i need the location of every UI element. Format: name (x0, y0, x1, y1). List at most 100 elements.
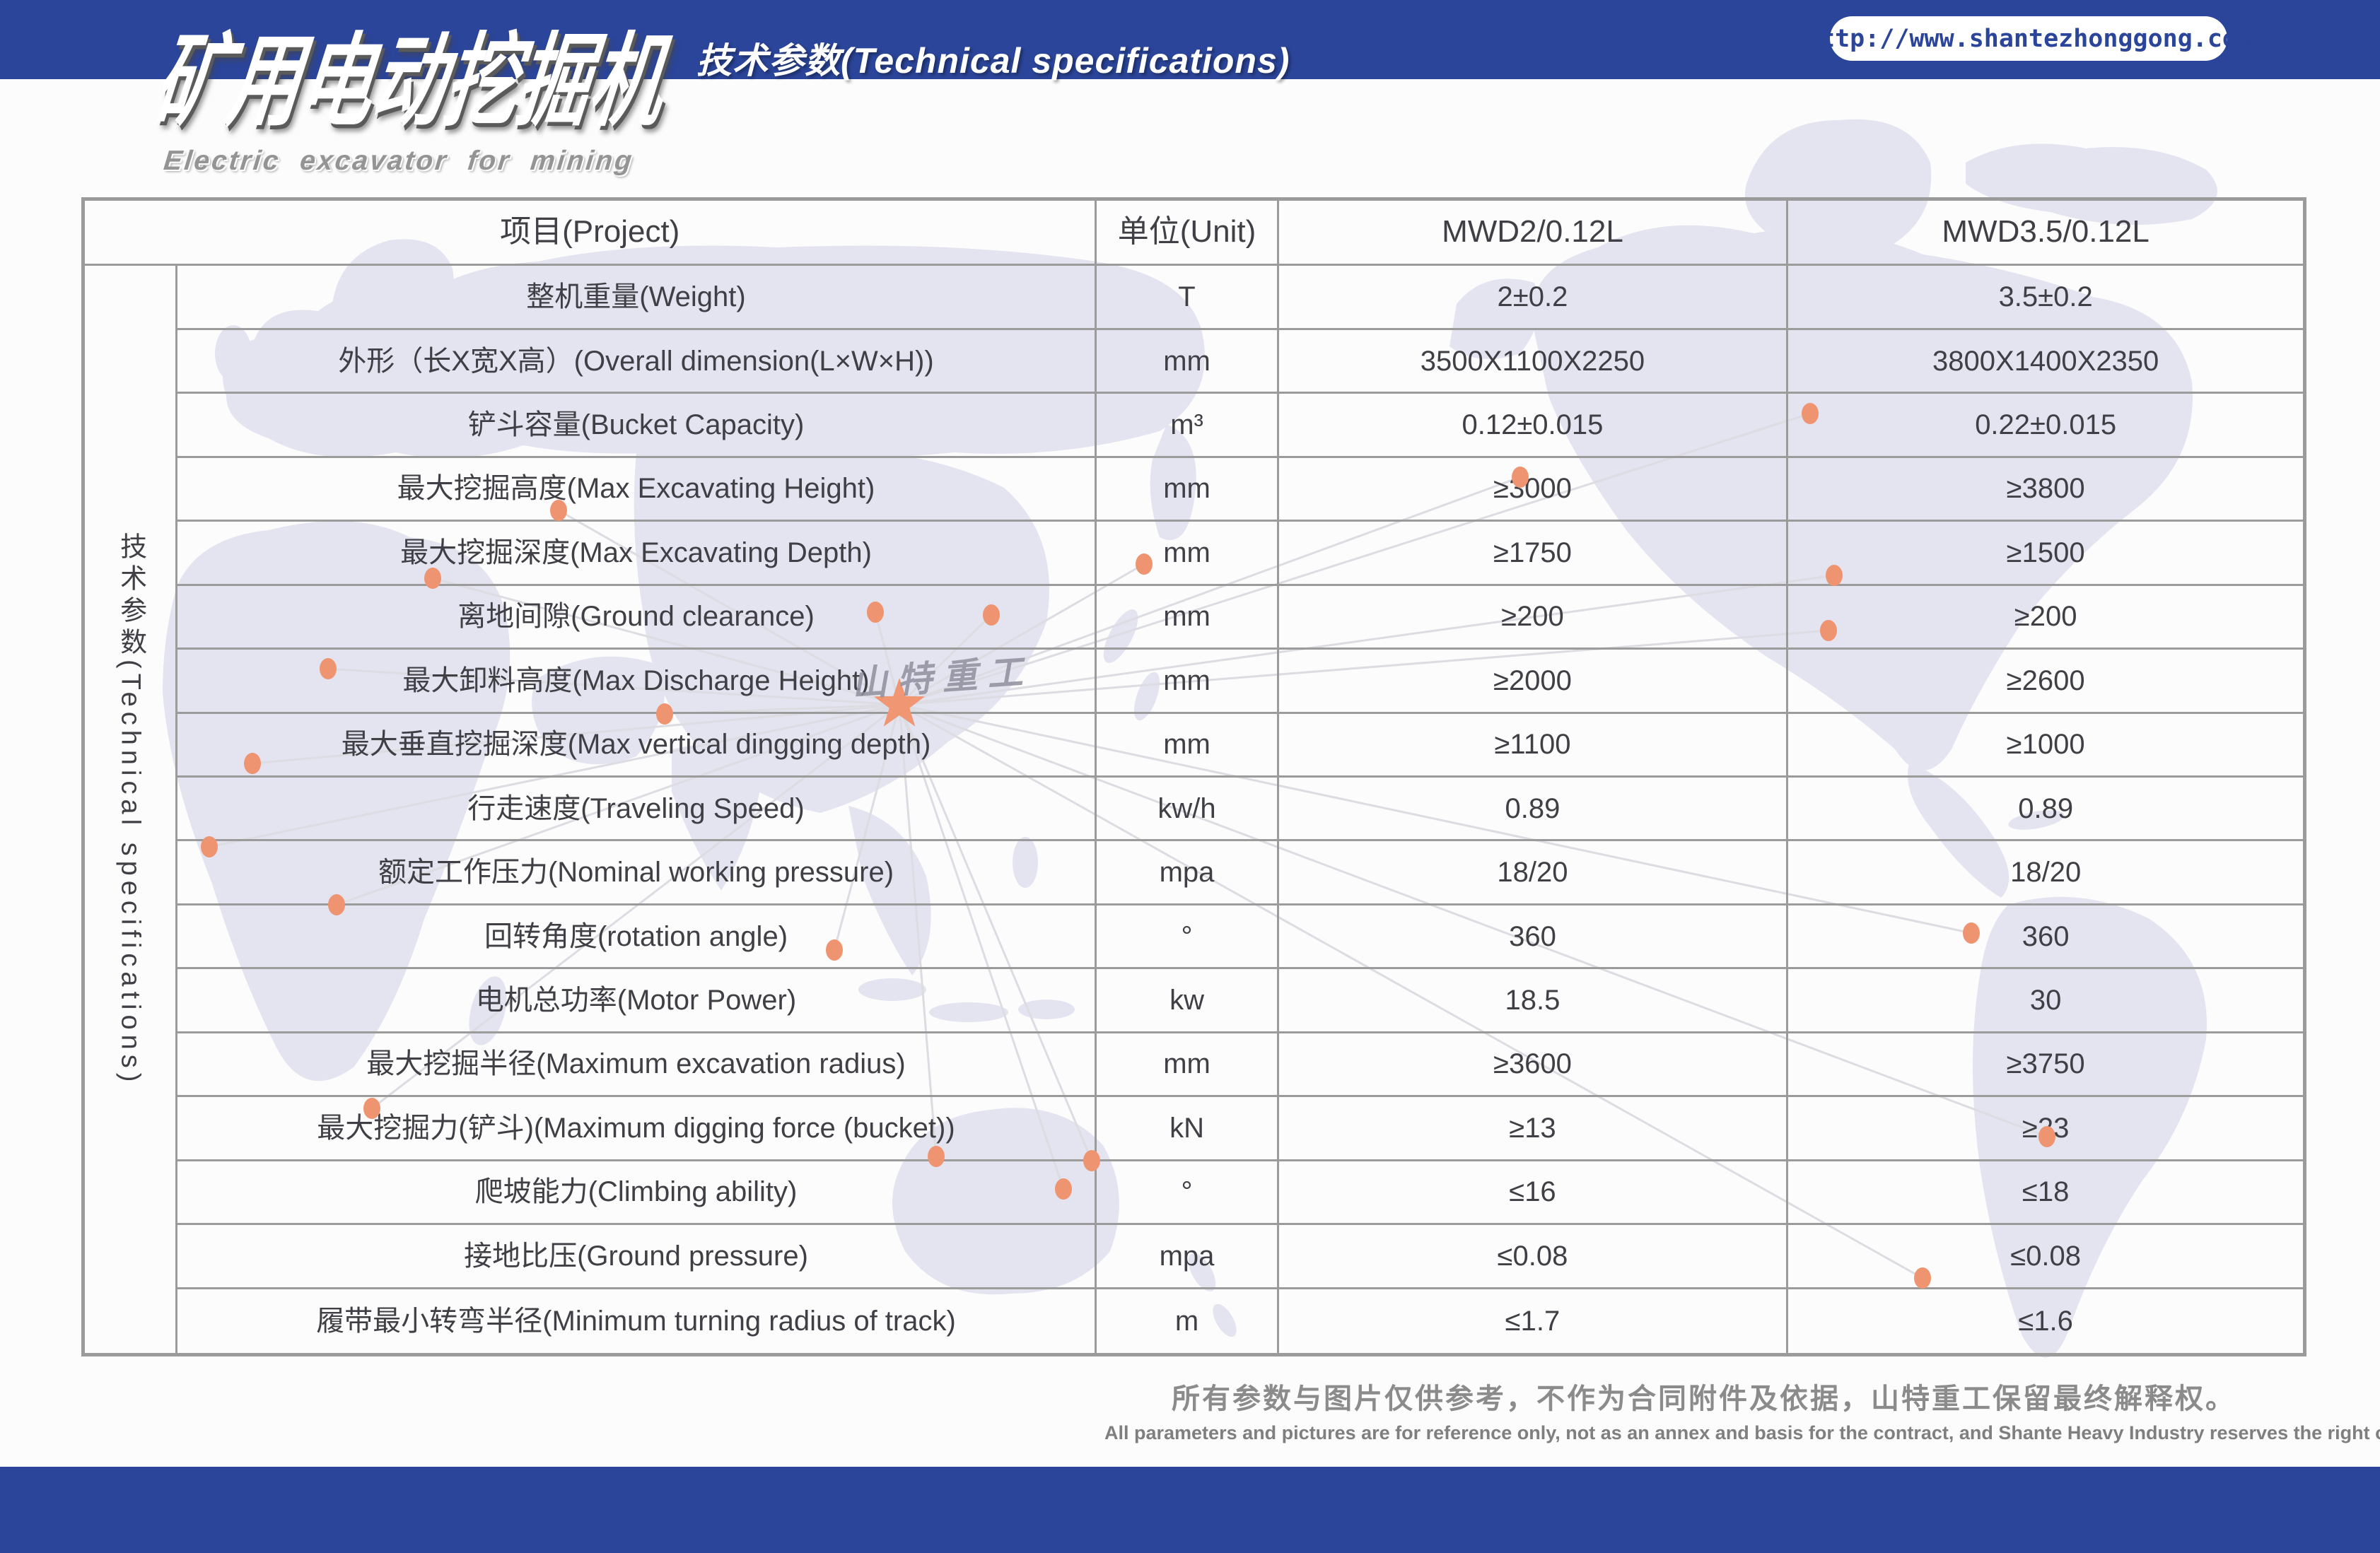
spec-value-mwd35: ≥3800 (1788, 458, 2303, 522)
disclaimer: 所有参数与图片仅供参考，不作为合同附件及依据，山特重工保留最终解释权。 All … (1104, 1376, 2380, 1444)
spec-row-unit: mm (1097, 1033, 1279, 1098)
spec-value-mwd2: ≥1750 (1278, 522, 1789, 586)
spec-value-mwd35: 30 (1788, 969, 2303, 1033)
spec-table: 项目(Project) 单位(Unit) MWD2/0.12L MWD3.5/0… (81, 197, 2306, 1356)
spec-row-label: 最大挖掘高度(Max Excavating Height) (177, 457, 1097, 522)
spec-row-label: 最大垂直挖掘深度(Max vertical dingging depth) (177, 713, 1097, 778)
connection-line (327, 667, 900, 706)
header-project: 项目(Project) (85, 201, 1097, 266)
spec-value-mwd35: ≥200 (1788, 586, 2303, 650)
spec-row-label: 电机总功率(Motor Power) (177, 969, 1097, 1033)
spec-value-mwd35: ≥2600 (1788, 650, 2303, 714)
website-url: Http://www.shantezhonggong.com (1804, 24, 2253, 53)
connection-line (833, 704, 901, 951)
spec-value-mwd2: ≤16 (1278, 1161, 1789, 1226)
spec-row-unit: ° (1097, 1161, 1279, 1226)
spec-row-label: 铲斗容量(Bucket Capacity) (177, 394, 1097, 458)
spec-row-unit: mm (1097, 329, 1279, 394)
spec-row-label: 爬坡能力(Climbing ability) (177, 1161, 1097, 1226)
landmass-north-america (1532, 225, 2193, 770)
connection-line (899, 412, 1811, 706)
landmass-south-america (1973, 896, 2207, 1358)
landmass-philippines (1013, 837, 1038, 888)
spec-row-label: 最大挖掘半径(Maximum excavation radius) (177, 1033, 1097, 1098)
spec-value-mwd2: 2±0.2 (1278, 266, 1789, 330)
landmass-central-america (1908, 763, 2009, 898)
header-model-mwd35: MWD3.5/0.12L (1788, 201, 2303, 266)
spec-row-label: 离地间隙(Ground clearance) (177, 585, 1097, 650)
spec-row-unit: T (1097, 266, 1279, 330)
spec-row-label: 外形（长X宽X高）(Overall dimension(L×W×H)) (177, 329, 1097, 394)
landmass-australia (892, 1108, 1119, 1295)
spec-value-mwd35: ≥1000 (1788, 714, 2303, 778)
spec-row-label: 最大挖掘力(铲斗)(Maximum digging force (bucket)… (177, 1097, 1097, 1161)
spec-row-label: 最大卸料高度(Max Discharge Height) (177, 650, 1097, 714)
connection-line (252, 703, 900, 765)
spec-row-unit: mpa (1097, 841, 1279, 906)
spec-value-mwd35: 360 (1788, 906, 2303, 970)
spec-value-mwd2: ≥1100 (1278, 713, 1789, 778)
spec-value-mwd2: 3500X1100X2250 (1278, 329, 1789, 394)
connection-line (898, 704, 1065, 1190)
spec-row-unit: kw (1097, 969, 1279, 1033)
spec-value-mwd2: ≥2000 (1278, 650, 1789, 714)
landmass-africa (163, 521, 511, 1082)
connection-line (899, 476, 1521, 706)
landmass-nz-2 (1213, 1303, 1237, 1337)
spec-row-label: 最大挖掘深度(Max Excavating Depth) (177, 522, 1097, 586)
header-unit: 单位(Unit) (1097, 201, 1279, 266)
landmass-india (672, 744, 764, 891)
connection-line (371, 703, 900, 1110)
spec-row-label: 行走速度(Traveling Speed) (177, 777, 1097, 842)
spec-row-unit: ° (1097, 905, 1279, 970)
spec-row-label: 履带最小转弯半径(Minimum turning radius of track… (177, 1289, 1097, 1353)
spec-value-mwd2: ≤0.08 (1278, 1225, 1789, 1289)
spec-value-mwd2: ≥3600 (1278, 1033, 1789, 1098)
spec-value-mwd35: ≤18 (1788, 1161, 2303, 1226)
landmass-caribbean (2008, 810, 2065, 830)
spec-row-unit: mm (1097, 457, 1279, 522)
connection-line (899, 703, 1923, 1279)
spec-row-label: 回转角度(rotation angle) (177, 905, 1097, 970)
landmass-indonesia-3 (1018, 1000, 1075, 1019)
connection-line (558, 509, 900, 706)
disclaimer-en: All parameters and pictures are for refe… (1104, 1422, 2380, 1443)
spec-row-label: 接地比压(Ground pressure) (177, 1225, 1097, 1289)
landmass-kamchatka (1150, 424, 1196, 540)
spec-row-label: 额定工作压力(Nominal working pressure) (177, 841, 1097, 906)
disclaimer-zh: 所有参数与图片仅供参考，不作为合同附件及依据，山特重工保留最终解释权。 (1172, 1383, 2236, 1414)
spec-row-unit: mpa (1097, 1225, 1279, 1289)
spec-row-unit: mm (1097, 713, 1279, 778)
spec-value-mwd35: 0.22±0.015 (1788, 394, 2303, 458)
landmass-indonesia-2 (929, 1002, 1008, 1022)
connection-line (899, 629, 1829, 706)
connection-line (898, 704, 1093, 1161)
connection-line (432, 577, 900, 706)
spec-value-mwd35: 3800X1400X2350 (1788, 330, 2303, 394)
spec-value-mwd2: 18/20 (1278, 841, 1789, 906)
spec-value-mwd35: ≤0.08 (1788, 1225, 2303, 1289)
spec-row-unit: mm (1097, 522, 1279, 586)
spec-value-mwd35: 0.89 (1788, 778, 2303, 842)
connection-line (899, 574, 1835, 706)
landmass-uk (215, 325, 252, 382)
spec-row-unit: mm (1097, 650, 1279, 714)
page-title: 技术参数(Technical specifications) (696, 41, 1290, 81)
logo-english: Electric excavator for mining (162, 146, 636, 176)
spec-value-mwd2: ≥3000 (1278, 457, 1789, 522)
spec-row-label: 整机重量(Weight) (177, 266, 1097, 330)
spec-row-unit: kN (1097, 1097, 1279, 1161)
connection-line (899, 563, 1145, 706)
spec-value-mwd35: ≥3750 (1788, 1033, 2303, 1098)
footer-bar (0, 1467, 2380, 1553)
header-model-mwd2: MWD2/0.12L (1278, 201, 1789, 266)
spec-row-unit: m³ (1097, 394, 1279, 458)
side-label-technical-specifications: 技术参数(Technical specifications) (85, 266, 177, 1353)
spec-value-mwd35: ≥23 (1788, 1097, 2303, 1161)
spec-value-mwd2: ≤1.7 (1279, 1289, 1789, 1353)
connection-line (899, 703, 1972, 934)
logo-chinese: 矿用电动挖掘机 (148, 25, 672, 139)
spec-row-unit: kw/h (1097, 777, 1279, 842)
